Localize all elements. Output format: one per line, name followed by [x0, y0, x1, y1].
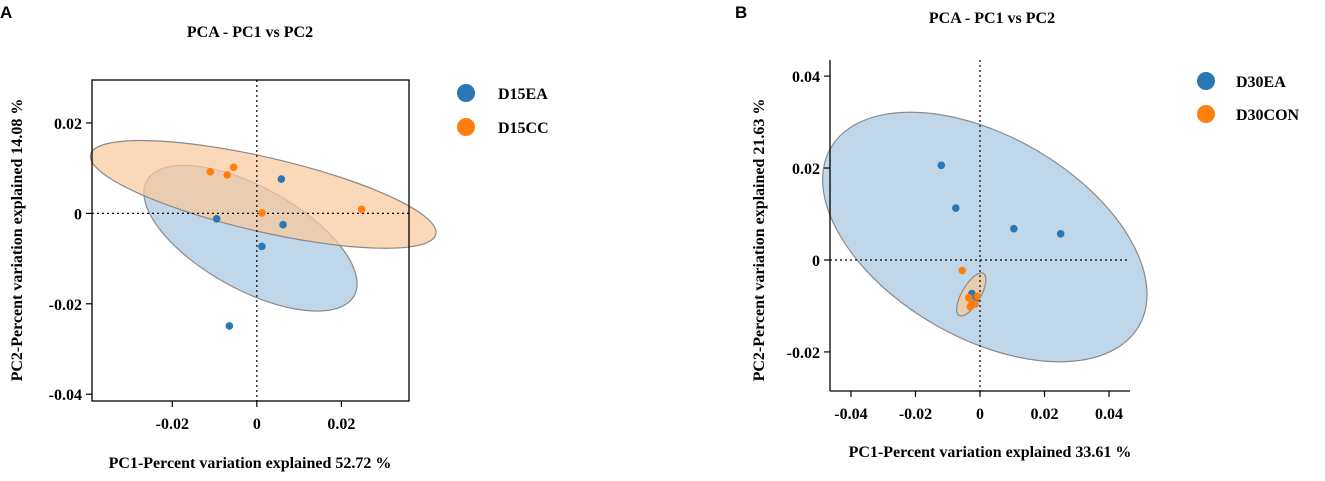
panel-a-plot-frame [91, 79, 410, 402]
panel-a-x-ticks: -0.02 0 0.02 [156, 401, 355, 433]
panel-b-x-ticks: -0.04 -0.02 0 0.02 0.04 [834, 391, 1123, 423]
panel-a-x-axis-label: PC1-Percent variation explained 52.72 % [109, 455, 392, 472]
panel-a-label: A [0, 3, 12, 22]
panel-b-point-D30EA-0 [937, 161, 946, 170]
panel-b-point-D30CON-0 [958, 266, 967, 275]
panel-a-legend-label-2: D15CC [498, 120, 549, 137]
panel-b-ellipse-D30EA [822, 111, 1148, 363]
panel-b: B PCA - PC1 vs PC2 -0.04 -0.02 0 0.02 0.04 -… [735, 3, 1300, 461]
panel-b-point-D30EA-3 [1056, 229, 1065, 238]
panel-a-legend: D15EA D15CC [457, 84, 549, 137]
panel-b-point-D30EA-1 [952, 204, 960, 212]
panel-b-ytick-label-3: 0.04 [792, 69, 820, 86]
panel-a-xtick-label-1: 0 [253, 416, 261, 433]
panel-a-point-D15EA-2 [258, 242, 266, 251]
panel-b-xtick-label-3: 0.02 [1031, 406, 1059, 423]
panel-a-point-D15CC-0 [206, 167, 215, 176]
panel-b-ytick-label-2: 0.02 [792, 161, 820, 178]
panel-a-point-D15EA-0 [212, 214, 221, 223]
panel-a-y-axis-label: PC2-Percent variation explained 14.08 % [9, 99, 26, 382]
panel-a-title: PCA - PC1 vs PC2 [187, 24, 313, 41]
panel-a-legend-label-1: D15EA [498, 86, 548, 103]
panel-b-ytick-label-1: 0 [812, 253, 820, 270]
panel-a-point-D15CC-3 [258, 209, 266, 217]
panel-a-point-D15CC-1 [223, 171, 232, 179]
panel-b-y-axis-label: PC2-Percent variation explained 21.63 % [751, 99, 768, 382]
panel-a-legend-marker-1 [457, 84, 475, 102]
panel-b-xtick-label-1: -0.02 [899, 406, 932, 423]
panel-b-x-axis-label: PC1-Percent variation explained 33.61 % [849, 444, 1132, 461]
panel-a-y-ticks: -0.04 -0.02 0 0.02 [49, 116, 92, 404]
panel-a-point-D15EA-1 [225, 322, 234, 330]
panel-a: A PCA - PC1 vs PC2 -0.02 0 0.02 -0.04 -0.02… [0, 3, 549, 472]
panel-a-xtick-label-2: 0.02 [327, 416, 355, 433]
panel-a-points [206, 163, 366, 330]
panel-a-point-D15CC-2 [229, 163, 238, 172]
panel-a-point-D15CC-4 [357, 205, 366, 214]
panel-a-ytick-label-1: -0.02 [49, 297, 82, 314]
panel-b-points [937, 161, 1065, 311]
panel-a-point-D15EA-3 [277, 175, 286, 183]
panel-b-label: B [735, 3, 747, 22]
panel-a-ytick-label-3: 0.02 [54, 116, 82, 133]
panel-b-title: PCA - PC1 vs PC2 [929, 10, 1055, 27]
panel-a-ellipse-D15CC [89, 139, 437, 249]
panel-a-legend-marker-2 [457, 118, 475, 136]
panel-b-legend-label-2: D30CON [1236, 107, 1300, 124]
panel-b-point-D30CON-5 [971, 300, 979, 308]
panel-a-xtick-label-0: -0.02 [156, 416, 189, 433]
panel-b-ytick-label-0: -0.02 [787, 345, 820, 362]
panel-b-point-D30EA-2 [1010, 224, 1018, 233]
panel-b-legend-marker-2 [1197, 105, 1215, 123]
panel-a-ytick-label-2: 0 [74, 206, 82, 223]
panel-b-legend-label-1: D30EA [1236, 74, 1286, 91]
panel-b-xtick-label-4: 0.04 [1095, 406, 1123, 423]
panel-b-legend: D30EA D30CON [1197, 72, 1300, 124]
panel-b-y-ticks: -0.02 0 0.02 0.04 [787, 69, 830, 362]
panel-b-point-D30CON-4 [973, 292, 982, 301]
panel-a-plot-border [91, 79, 410, 402]
panel-b-legend-marker-1 [1197, 72, 1215, 90]
panel-a-ytick-label-0: -0.04 [49, 387, 82, 404]
panel-b-ellipses [822, 111, 1148, 363]
panel-b-xtick-label-0: -0.04 [834, 406, 867, 423]
panel-a-ellipses [89, 139, 437, 312]
panel-a-point-D15EA-4 [279, 220, 287, 229]
panel-b-xtick-label-2: 0 [976, 406, 984, 423]
